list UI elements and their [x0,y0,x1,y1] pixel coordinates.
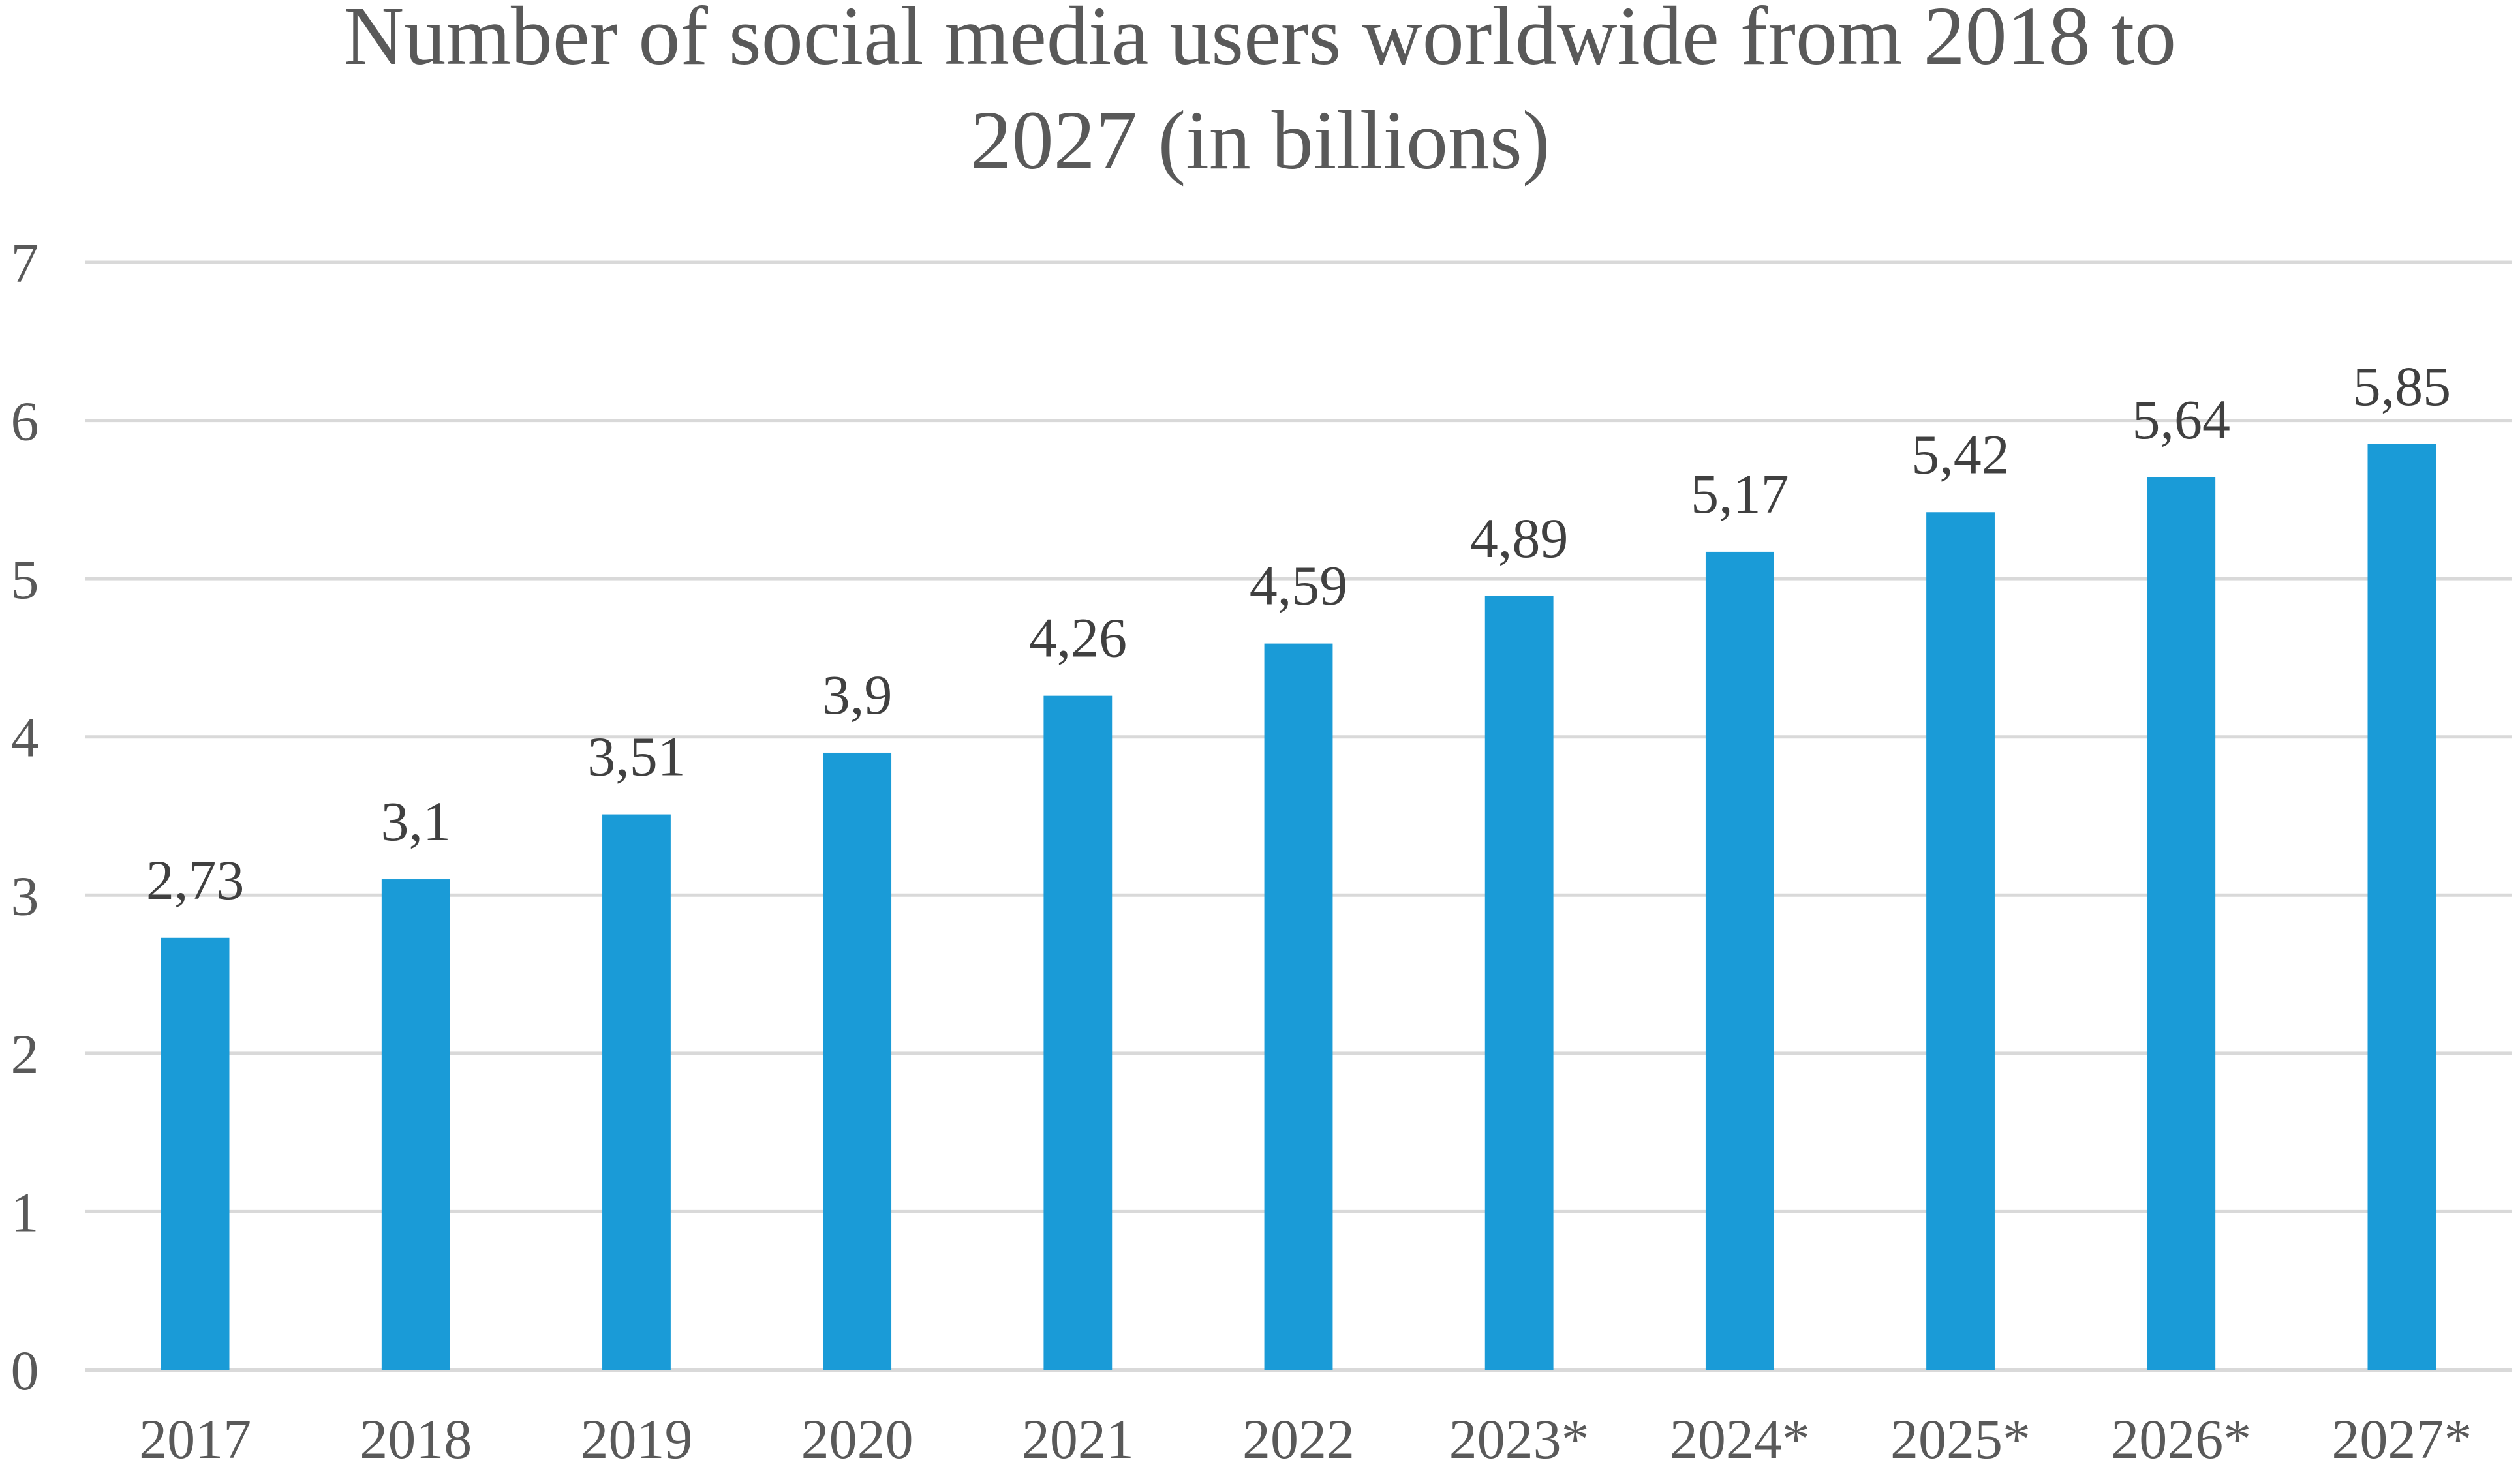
x-tick-label: 2026* [2111,1408,2251,1467]
data-label: 3,9 [822,663,893,726]
chart-title-line-2: 2027 (in billions) [970,94,1550,187]
bar [1264,643,1333,1370]
bar [602,814,671,1370]
y-tick-label: 0 [11,1339,39,1402]
x-tick-label: 2023* [1449,1408,1590,1467]
bar [1043,695,1113,1370]
y-axis-tick-labels: 0 1 2 3 4 5 6 7 [11,232,39,1402]
x-axis-tick-labels: 2017 2018 2019 2020 2021 2022 2023* 2024* 2025* 2… [139,1408,2472,1467]
data-label: 5,17 [1691,462,1789,525]
bars [161,444,2436,1370]
y-tick-label: 1 [11,1181,39,1243]
y-tick-label: 3 [11,864,39,927]
bar [1705,551,1774,1370]
x-tick-label: 2025* [1890,1408,2031,1467]
data-label: 5,85 [2353,355,2451,417]
bar [1484,596,1554,1370]
x-tick-label: 2027* [2331,1408,2472,1467]
x-tick-label: 2021 [1022,1408,1134,1467]
y-tick-label: 4 [11,706,39,769]
y-tick-label: 6 [11,390,39,453]
x-tick-label: 2022 [1242,1408,1355,1467]
x-tick-label: 2017 [139,1408,251,1467]
data-label: 3,51 [587,725,686,788]
data-label: 3,1 [381,790,452,853]
bar [2367,444,2436,1370]
y-tick-label: 5 [11,548,39,611]
bar [381,879,450,1370]
bar [823,752,892,1370]
x-tick-label: 2018 [360,1408,472,1467]
data-label: 2,73 [146,849,245,911]
x-tick-label: 2019 [580,1408,692,1467]
chart-title: Number of social media users worldwide f… [344,0,2176,187]
x-tick-label: 2024* [1670,1408,1810,1467]
data-label: 4,26 [1029,607,1128,669]
bar [1926,512,1995,1370]
y-tick-label: 7 [11,232,39,294]
data-labels: 2,73 3,1 3,51 3,9 4,26 4,59 4,89 5,17 5,42 5,64 5,… [146,355,2451,911]
y-tick-label: 2 [11,1023,39,1085]
x-tick-label: 2020 [801,1408,914,1467]
bar [2147,477,2216,1370]
data-label: 4,59 [1250,554,1348,617]
data-label: 5,64 [2132,388,2230,451]
bar [161,937,230,1370]
chart-title-line-1: Number of social media users worldwide f… [344,0,2176,82]
data-label: 4,89 [1470,507,1569,569]
data-label: 5,42 [1911,423,2010,485]
